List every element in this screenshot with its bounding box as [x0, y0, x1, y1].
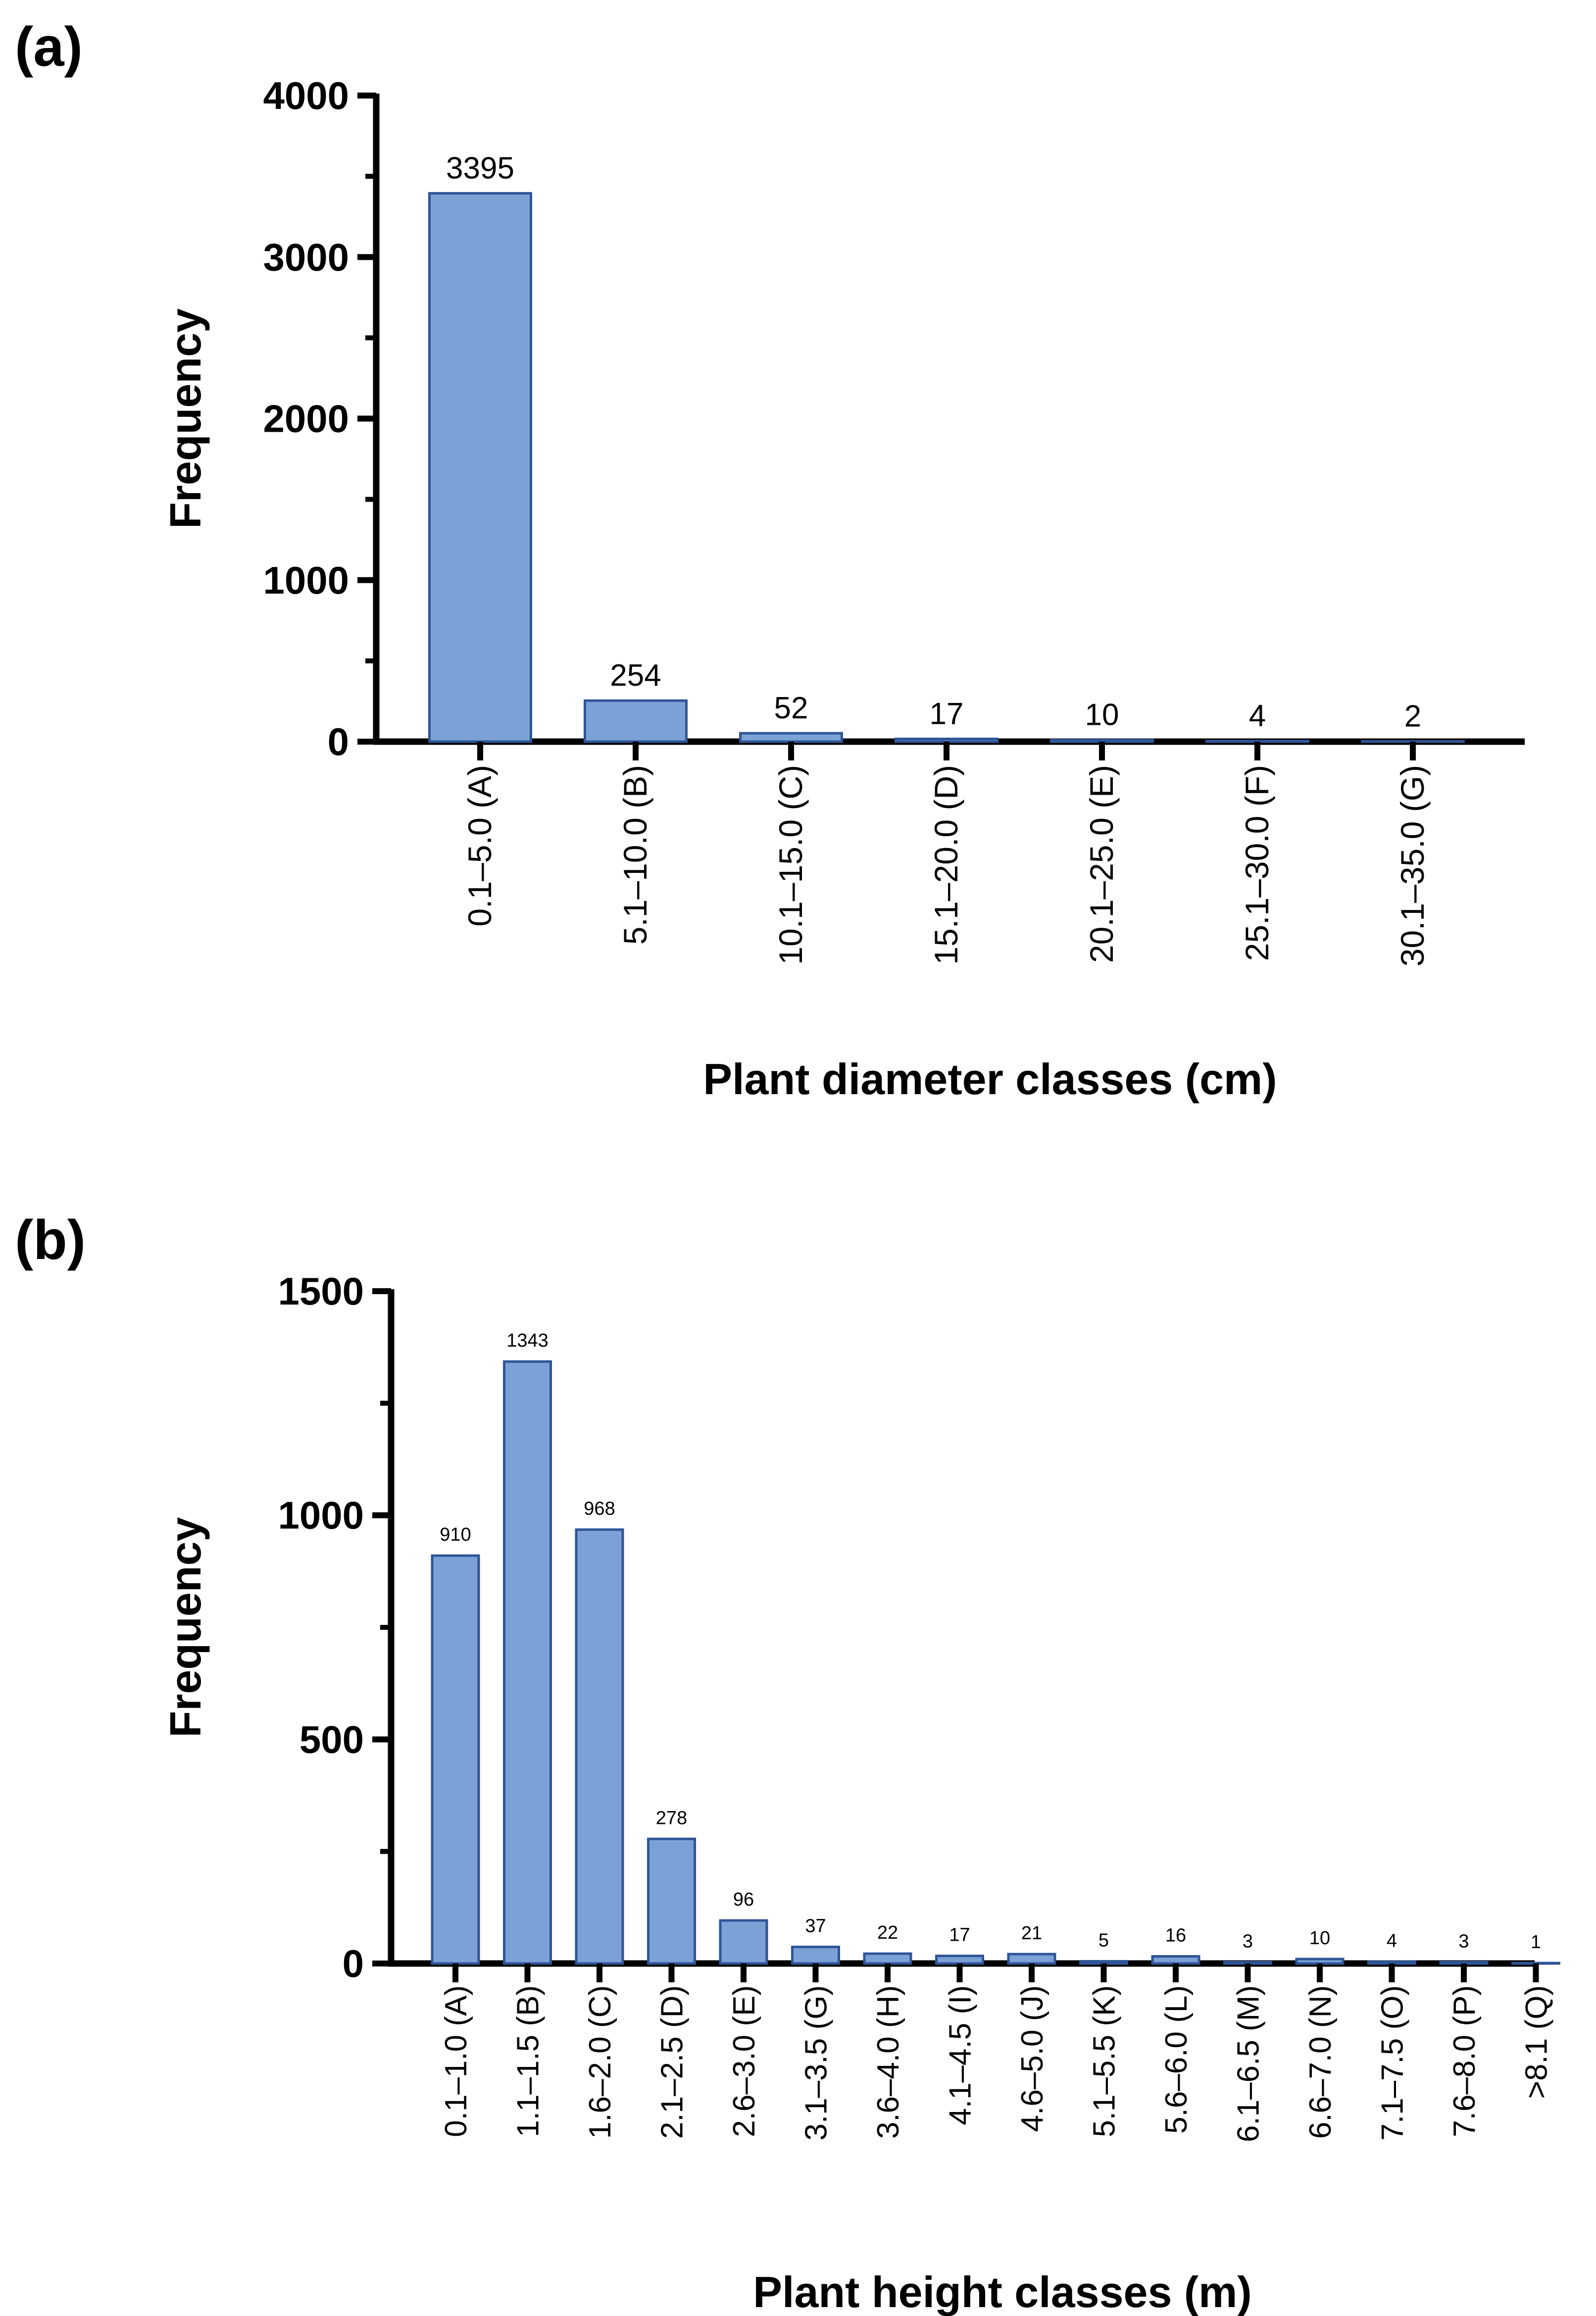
bar: [739, 732, 843, 743]
data-label: 968: [584, 1499, 615, 1519]
bar: [1007, 1953, 1056, 1965]
bar: [647, 1837, 696, 1965]
category-label: 15.1–20.0 (D): [928, 765, 964, 965]
category-label: 4.6–5.0 (J): [1015, 1985, 1049, 2132]
category-label: 0.1–5.0 (A): [461, 765, 498, 927]
bar: [935, 1955, 984, 1965]
data-label: 254: [610, 658, 661, 693]
data-label: 4: [1387, 1930, 1397, 1951]
data-label: 1: [1531, 1932, 1541, 1953]
category-label: 6.6–7.0 (N): [1303, 1985, 1338, 2139]
category-label: 5.1–10.0 (B): [617, 765, 653, 945]
category-label: 0.1–1.0 (A): [439, 1985, 473, 2137]
data-label: 21: [1021, 1923, 1042, 1944]
y-tick-label: 0: [328, 720, 349, 763]
bar: [1511, 1962, 1560, 1965]
category-label: 10.1–15.0 (C): [772, 765, 809, 965]
data-label: 3395: [446, 151, 514, 185]
data-label: 3: [1243, 1931, 1253, 1952]
bar: [1367, 1960, 1416, 1965]
data-label: 17: [949, 1925, 970, 1946]
data-label: 5: [1098, 1930, 1109, 1951]
y-tick-label: 4000: [263, 74, 349, 117]
category-label: 2.1–2.5 (D): [655, 1985, 690, 2139]
category-label: 3.1–3.5 (G): [799, 1985, 834, 2141]
data-label: 278: [656, 1808, 687, 1828]
y-tick-label: 3000: [263, 235, 349, 279]
category-label: 6.1–6.5 (M): [1232, 1985, 1266, 2142]
category-label: 4.1–4.5 (I): [944, 1985, 978, 2125]
bar: [1223, 1961, 1272, 1965]
category-label: 5.1–5.5 (K): [1088, 1985, 1122, 2137]
category-label: 1.6–2.0 (C): [583, 1985, 617, 2139]
bar: [575, 1528, 624, 1965]
y-axis-title: Frequency: [161, 308, 210, 529]
bar: [895, 737, 998, 743]
data-label: 17: [930, 697, 964, 731]
data-label: 1343: [506, 1330, 549, 1351]
category-label: 25.1–30.0 (F): [1239, 765, 1275, 961]
bar: [1050, 739, 1154, 743]
category-label: 2.6–3.0 (E): [727, 1985, 761, 2137]
y-tick-label: 2000: [263, 397, 349, 441]
bar: [1151, 1955, 1200, 1965]
bar: [719, 1919, 768, 1965]
panel-label-b: (b): [15, 1209, 86, 1271]
category-label: 1.1–1.5 (B): [511, 1985, 546, 2137]
category-label: 7.1–7.5 (O): [1376, 1985, 1410, 2141]
category-label: 5.6–6.0 (L): [1159, 1985, 1194, 2134]
bar: [1079, 1960, 1128, 1965]
category-label: 3.6–4.0 (H): [871, 1985, 905, 2139]
bar: [503, 1360, 552, 1965]
data-label: 22: [877, 1922, 898, 1943]
y-tick-label: 1000: [278, 1494, 364, 1537]
category-label: >8.1 (Q): [1520, 1985, 1554, 2099]
chart-a: 0 1000 2000 3000 4000 Frequency 3395 0.1–5.0 (A…: [161, 74, 1525, 1104]
data-label: 4: [1249, 699, 1266, 733]
bar: [428, 192, 532, 743]
y-tick-label: 0: [343, 1942, 364, 1985]
data-label: 37: [805, 1916, 826, 1937]
data-label: 10: [1085, 698, 1119, 732]
category-label: 30.1–35.0 (G): [1394, 765, 1431, 966]
data-label: 3: [1458, 1931, 1469, 1952]
x-axis-title: Plant height classes (m): [753, 2267, 1251, 2316]
bar: [1295, 1958, 1345, 1965]
data-label: 10: [1309, 1928, 1330, 1949]
bar: [791, 1946, 840, 1965]
category-label: 7.6–8.0 (P): [1447, 1985, 1482, 2137]
y-tick-label: 500: [299, 1717, 364, 1761]
data-label: 16: [1165, 1925, 1186, 1946]
category-label: 20.1–25.0 (E): [1083, 765, 1120, 963]
bar: [863, 1952, 912, 1965]
x-axis-title: Plant diameter classes (cm): [703, 1055, 1277, 1104]
data-label: 96: [733, 1889, 754, 1910]
bar: [584, 699, 688, 743]
bar: [1205, 740, 1309, 743]
bar: [1361, 740, 1465, 743]
bar: [1439, 1961, 1489, 1965]
data-label: 910: [440, 1524, 471, 1545]
data-label: 2: [1404, 699, 1421, 733]
bar: [431, 1554, 480, 1965]
panel-label-a: (a): [15, 16, 83, 78]
y-axis-title: Frequency: [161, 1517, 210, 1737]
y-tick-label: 1000: [263, 558, 349, 602]
y-tick-label: 1500: [278, 1269, 364, 1313]
data-label: 52: [774, 691, 808, 725]
